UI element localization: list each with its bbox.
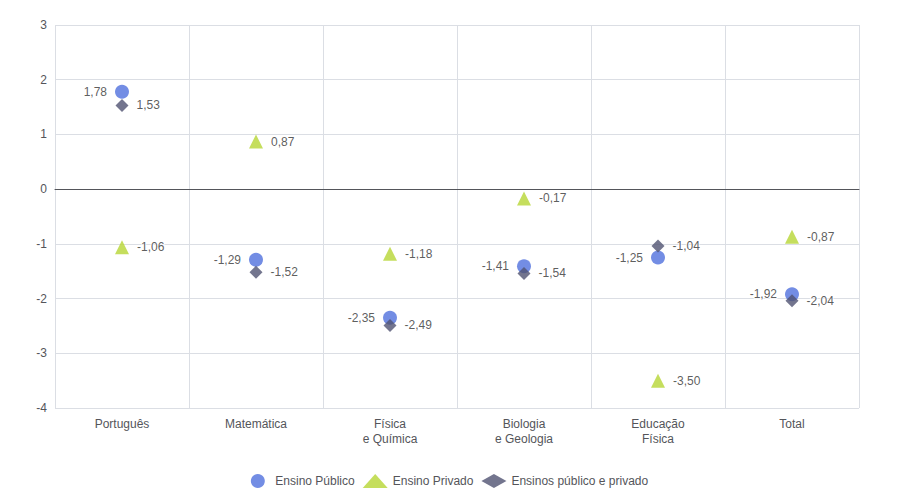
svg-text:1: 1: [40, 127, 47, 141]
svg-text:Ensinos público e privado: Ensinos público e privado: [511, 474, 648, 488]
svg-text:-1,25: -1,25: [616, 251, 644, 265]
svg-text:Física: Física: [642, 432, 674, 446]
svg-text:-3,50: -3,50: [673, 374, 701, 388]
svg-text:0,87: 0,87: [271, 135, 295, 149]
svg-text:Ensino Privado: Ensino Privado: [393, 474, 474, 488]
svg-text:-1,41: -1,41: [482, 259, 510, 273]
svg-text:-2,35: -2,35: [348, 311, 376, 325]
svg-text:Biologia: Biologia: [503, 417, 546, 431]
svg-text:Matemática: Matemática: [225, 417, 287, 431]
svg-text:-1,29: -1,29: [214, 253, 242, 267]
svg-text:Ensino Público: Ensino Público: [275, 474, 355, 488]
svg-text:e Geologia: e Geologia: [495, 432, 553, 446]
svg-text:-1,06: -1,06: [137, 240, 165, 254]
svg-text:1,78: 1,78: [84, 85, 108, 99]
svg-text:3: 3: [40, 18, 47, 32]
svg-text:Total: Total: [779, 417, 804, 431]
svg-text:-2: -2: [36, 292, 47, 306]
svg-text:-1,54: -1,54: [539, 266, 567, 280]
svg-text:0: 0: [40, 182, 47, 196]
svg-text:-1: -1: [36, 237, 47, 251]
svg-text:-2,04: -2,04: [807, 294, 835, 308]
svg-text:-1,92: -1,92: [750, 287, 778, 301]
svg-text:-0,17: -0,17: [539, 191, 567, 205]
svg-text:-1,52: -1,52: [271, 265, 299, 279]
svg-text:Física: Física: [374, 417, 406, 431]
svg-text:2: 2: [40, 73, 47, 87]
svg-text:-3: -3: [36, 346, 47, 360]
svg-text:Português: Português: [95, 417, 150, 431]
svg-text:-1,18: -1,18: [405, 247, 433, 261]
svg-text:Educação: Educação: [631, 417, 685, 431]
svg-text:-4: -4: [36, 401, 47, 415]
svg-text:1,53: 1,53: [137, 98, 161, 112]
svg-text:-2,49: -2,49: [405, 318, 433, 332]
svg-text:-1,04: -1,04: [673, 239, 701, 253]
svg-text:-0,87: -0,87: [807, 230, 835, 244]
svg-text:e Química: e Química: [363, 432, 418, 446]
